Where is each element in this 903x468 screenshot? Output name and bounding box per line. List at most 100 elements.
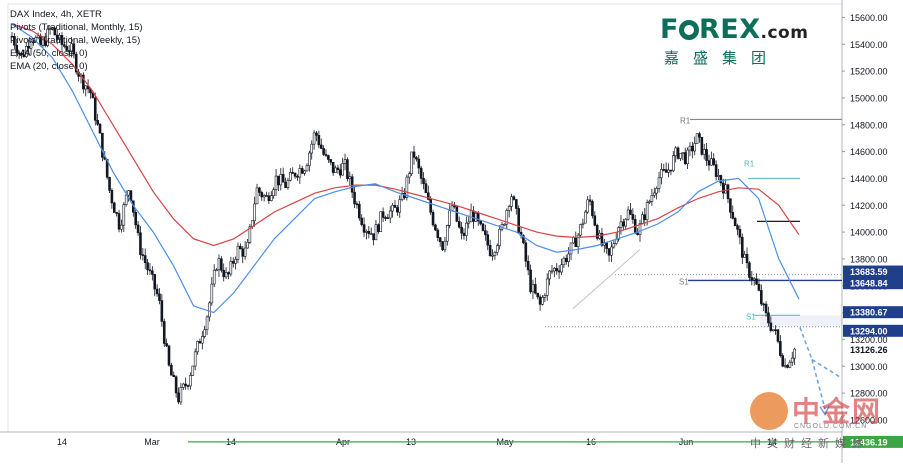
projection-arrowhead [819,405,830,417]
candle-body [405,176,409,198]
candle-body [748,262,751,278]
candle-body [698,133,701,138]
candle-body [410,151,413,174]
candle-body [277,175,280,186]
candle-body [729,198,732,213]
candle-body [505,210,509,225]
candle-body [229,260,233,275]
candle-body [495,245,499,253]
candle-body [298,168,302,178]
candle-body [93,97,97,121]
candle-body [512,196,516,200]
candle-body [179,387,183,403]
candle-body [479,220,482,225]
candle-body [545,278,549,296]
candle-body [462,232,466,236]
candle-body [158,293,161,301]
candle-body [650,195,654,202]
candle-body [522,235,525,244]
candle-body [503,223,506,226]
candle-body [443,240,447,251]
candle-body [224,272,228,278]
candle-body [338,169,342,176]
candle-body [388,210,392,219]
candle-body [664,169,668,173]
candle-body [324,154,328,156]
candle-body [379,211,383,232]
candle-body [96,119,99,125]
candle-body [362,224,366,233]
candle-body [767,312,770,324]
candle-body [562,257,566,266]
candle-body [48,28,52,30]
candle-body [762,303,765,306]
candle-body [124,194,128,205]
candle-body [676,147,680,159]
candle-body [769,322,773,331]
candle-body [234,258,237,264]
candle-body [391,205,394,212]
watermark-en: CNGOLD.COM.CN [794,423,868,430]
candle-body [65,46,69,51]
candle-body [160,300,164,322]
candle-body [177,392,180,403]
candle-body [557,270,561,273]
candle-body [579,224,582,236]
candle-body [407,173,411,178]
candle-body [101,132,104,158]
candle-body [146,262,149,271]
candle-body [70,43,73,52]
candle-body [626,209,630,220]
candle-body [543,295,547,298]
price-label-box [843,435,903,448]
candle-body [472,210,475,222]
candle-body [241,248,245,257]
candle-body [672,155,675,172]
candle-body [583,211,587,224]
y-tick-label: 12800.00 [850,389,888,399]
candle-body [733,218,737,227]
candle-body [529,269,532,293]
candle-body [714,164,718,177]
x-tick-label: Mar [144,437,160,447]
candle-body [550,270,554,273]
candle-body [572,237,575,244]
candle-body [84,85,88,90]
candle-body [467,221,471,224]
candle-body [336,167,340,170]
candle-body [783,365,787,367]
watermark-logo-icon [750,392,788,430]
candle-body [619,221,623,228]
candle-body [308,152,311,166]
candle-body [624,218,628,227]
candle-body [253,203,256,222]
candle-body [424,183,428,194]
candle-body [553,268,556,272]
candle-body [358,203,361,219]
candle-body [384,217,387,219]
projection-arrow [811,358,841,378]
candle-body [236,245,240,260]
candle-body [400,192,404,200]
candle-body [112,202,116,213]
candle-body [284,181,287,188]
candle-body [293,172,297,177]
candle-body [534,284,537,294]
candle-body [155,288,159,295]
candle-body [60,35,64,46]
pivot-label: S1 [679,277,689,286]
candle-body [641,214,644,224]
candle-body [372,233,375,241]
candle-body [622,221,625,227]
candle-body [629,209,632,215]
candle-body [774,329,777,331]
candle-body [255,187,259,205]
candle-body [129,190,133,202]
candle-body [286,180,290,188]
candle-body [524,242,528,262]
candle-body [645,202,649,220]
candle-body [193,351,197,367]
candle-body [605,242,608,249]
